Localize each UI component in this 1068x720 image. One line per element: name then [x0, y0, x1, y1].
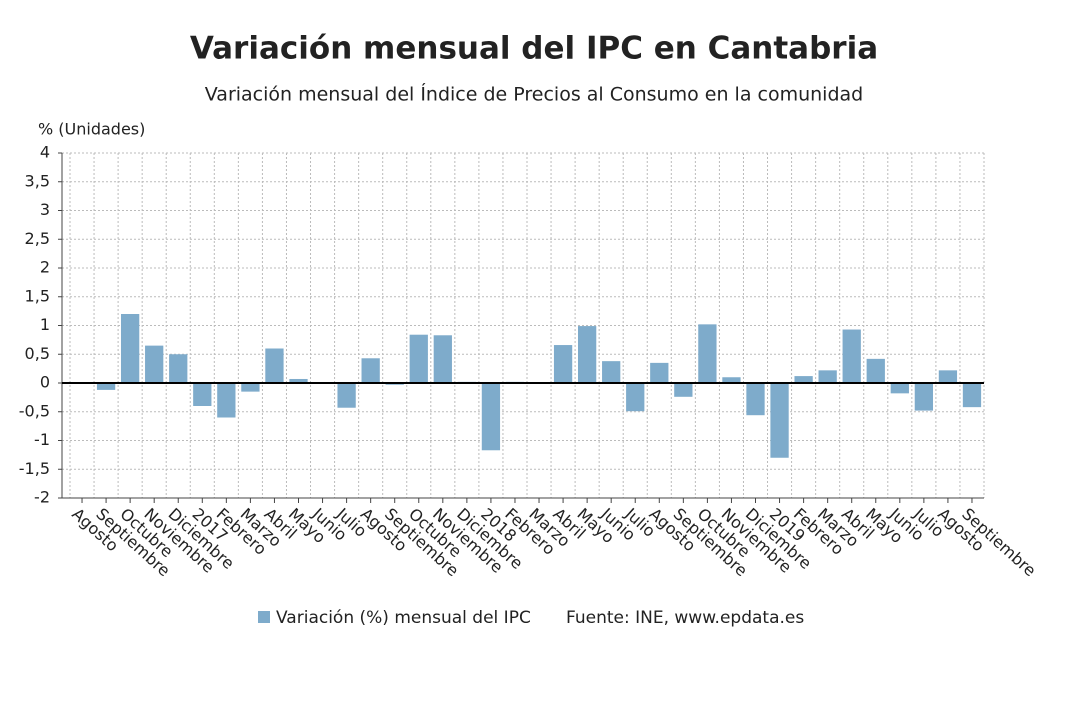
bar	[866, 358, 885, 383]
bar	[770, 383, 789, 458]
bar	[553, 345, 573, 383]
y-tick-label: 0,5	[25, 344, 50, 363]
y-tick-label: -0,5	[19, 401, 50, 420]
bar	[481, 383, 501, 451]
bar	[914, 383, 934, 411]
chart-title: Variación mensual del IPC en Cantabria	[190, 31, 878, 67]
bar	[409, 334, 428, 383]
y-tick-label: -1,5	[19, 459, 50, 478]
bar	[890, 383, 909, 394]
bar	[698, 324, 717, 383]
bar	[337, 383, 356, 408]
y-tick-label: 3,5	[25, 171, 50, 190]
bar	[145, 345, 164, 383]
y-tick-label: -2	[34, 488, 50, 507]
bar	[962, 383, 982, 408]
bar	[602, 361, 621, 383]
bar	[433, 335, 452, 383]
y-tick-label: 0	[40, 373, 50, 392]
y-tick-label: 2,5	[25, 229, 50, 248]
bar	[96, 383, 116, 390]
chart-subtitle: Variación mensual del Índice de Precios …	[205, 83, 863, 106]
bar	[626, 383, 645, 412]
bar	[193, 383, 212, 406]
bar	[794, 376, 813, 383]
bar	[842, 329, 861, 383]
y-tick-label: 1	[40, 315, 50, 334]
y-tick-label: -1	[34, 430, 50, 449]
y-axis-label: % (Unidades)	[38, 120, 145, 139]
bar	[265, 348, 284, 383]
bar	[120, 314, 140, 383]
y-tick-label: 3	[40, 200, 50, 219]
bar	[674, 383, 693, 397]
legend-swatch	[258, 611, 270, 623]
y-tick-label: 1,5	[25, 286, 50, 305]
bar	[650, 362, 669, 383]
bar	[818, 370, 837, 383]
y-tick-label: 2	[40, 258, 50, 277]
bar	[241, 383, 260, 392]
bar	[169, 354, 188, 383]
legend-label: Variación (%) mensual del IPC	[276, 608, 531, 628]
y-tick-label: 4	[40, 143, 50, 162]
bar	[746, 383, 765, 416]
bar	[289, 378, 308, 383]
bar	[938, 370, 958, 383]
bar	[361, 358, 380, 383]
source: Fuente: INE, www.epdata.es	[566, 608, 804, 628]
bar	[577, 326, 597, 383]
bar	[217, 383, 236, 418]
bar	[722, 377, 741, 383]
